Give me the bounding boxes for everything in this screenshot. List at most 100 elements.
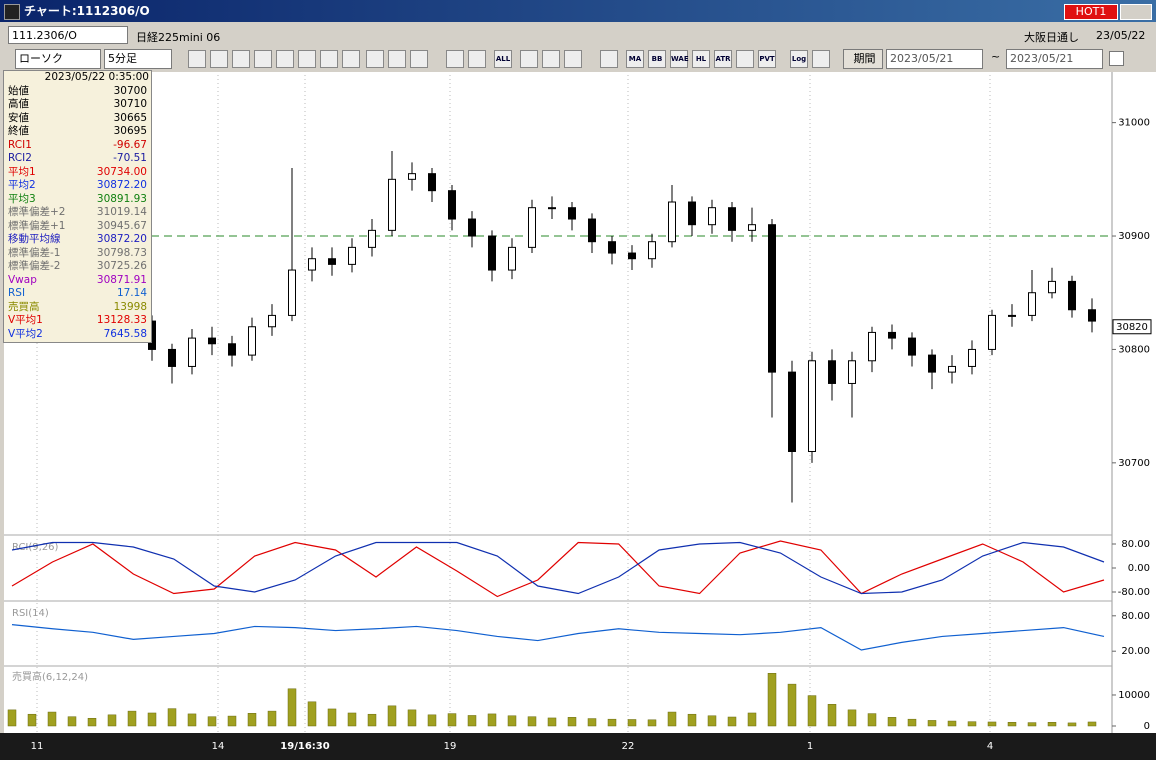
chart-kind-select[interactable]: ローソク [15,49,101,69]
info-label: 始値 [8,84,29,97]
y-tick-label: 10000 [1118,690,1150,701]
volume-bar [787,683,797,727]
x-tick-label: 4 [987,741,993,752]
candle-body [408,173,416,180]
info-value: 7645.58 [103,327,147,340]
title-bar: チャート:1112306/O [0,0,1156,22]
info-row: RSI 17.14 [4,287,151,301]
volume-bar [87,717,97,727]
info-label: 平均2 [8,179,36,191]
toolbar-icon[interactable] [254,50,272,68]
volume-bar [267,710,277,727]
y-tick-label: 30800 [1118,344,1150,355]
toolbar-icon[interactable] [232,50,250,68]
volume-bar [967,721,977,727]
toolbar-icon[interactable] [520,50,538,68]
volume-bar [307,701,317,727]
toolbar-icon[interactable] [564,50,582,68]
info-label: 標準偏差+2 [8,206,66,218]
candle-body [928,354,936,373]
candle-body [308,258,316,271]
session: 大阪日通し [1024,31,1079,44]
toolbar-icon[interactable]: ATR [714,50,732,68]
candle-body [468,218,476,237]
candle-body [828,360,836,384]
candle-body [768,224,776,373]
volume-bar [207,716,217,727]
candle-body [328,258,336,265]
symbol-input[interactable]: 111.2306/O [8,26,128,44]
info-value: 30945.67 [96,219,147,232]
date-from[interactable]: 2023/05/21 [886,49,983,69]
info-label: RCI1 [8,138,32,151]
toolbar-icon[interactable] [210,50,228,68]
toolbar-icon[interactable] [410,50,428,68]
volume-bar [807,695,817,727]
toolbar-icon[interactable] [446,50,464,68]
hot-badge[interactable]: HOT1 [1064,4,1118,20]
x-tick-label: 11 [31,741,44,752]
info-row: 平均1 30734.00 [4,166,151,180]
toolbar-icon[interactable] [600,50,618,68]
y-tick-label: 31000 [1118,118,1150,129]
toolbar-icon[interactable]: MA [626,50,644,68]
candle-body [248,326,256,356]
candle-body [688,201,696,226]
info-value: 30871.91 [96,273,147,286]
toolbar-icon[interactable] [542,50,560,68]
volume-bar [647,719,657,727]
toolbar-icon[interactable] [342,50,360,68]
candle-body [488,235,496,271]
volume-bar [547,717,557,727]
toolbar-icon[interactable]: ALL [494,50,512,68]
checkbox[interactable] [1109,51,1124,66]
volume-bar [847,709,857,727]
candle-body [608,241,616,254]
volume-bar [187,713,197,727]
date-to[interactable]: 2023/05/21 [1006,49,1103,69]
toolbar-icon[interactable]: Log [790,50,808,68]
interval-select[interactable]: 5分足 [104,49,172,69]
info-label: RSI [8,287,26,299]
volume-bar [1007,722,1017,727]
toolbar-icon[interactable]: BB [648,50,666,68]
volume-bar [367,713,377,727]
info-row: 終値 30695 [4,125,151,139]
volume-bar [827,704,837,727]
toolbar-icon[interactable] [276,50,294,68]
candle-body [648,241,656,260]
toolbar-icon[interactable]: WAE [670,50,689,68]
info-row: Vwap 30871.91 [4,274,151,288]
volume-bar [727,716,737,727]
volume-bar [467,715,477,727]
toolbar-icon[interactable] [366,50,384,68]
symbol-name: 日経225mini 06 [136,31,221,44]
info-value: 30734.00 [96,165,147,178]
info-label: 移動平均線 [8,233,61,245]
volume-bar [347,712,357,727]
info-label: 平均3 [8,192,36,205]
volume-bar [1047,722,1057,727]
info-value: 30665 [113,111,147,124]
volume-bar [687,713,697,727]
window-buttons[interactable] [1120,4,1152,20]
volume-bar [167,708,177,727]
period-button[interactable]: 期間 [843,49,883,69]
toolbar-icon[interactable] [298,50,316,68]
toolbar-icon[interactable] [188,50,206,68]
toolbar-icon[interactable] [388,50,406,68]
x-tick-label: 1 [807,741,813,752]
candle-body [1068,280,1076,311]
toolbar-icon[interactable] [812,50,830,68]
toolbar-icon[interactable]: HL [692,50,710,68]
info-label: 売買高 [8,300,40,313]
chart-background [4,72,1156,733]
toolbar-icon[interactable]: PVT [758,50,776,68]
info-row: 高値 30710 [4,98,151,112]
toolbar-icon[interactable] [320,50,338,68]
toolbar-icon[interactable] [468,50,486,68]
toolbar-icon[interactable] [736,50,754,68]
volume-bar [627,719,637,727]
info-panel: 2023/05/22 0:35:00 始値 30700 高値 30710 安値 30665… [3,70,152,343]
volume-bar [507,715,517,727]
